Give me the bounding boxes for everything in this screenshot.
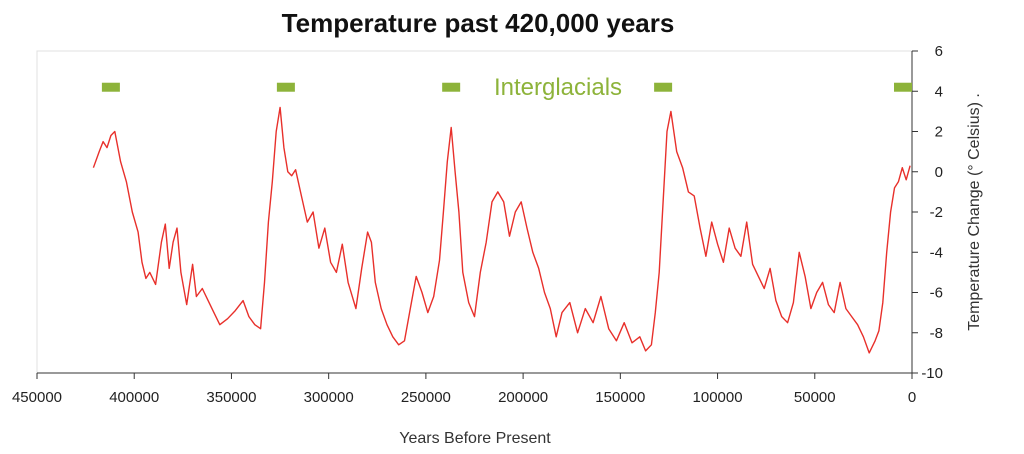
x-tick-label: 300000 — [304, 389, 354, 406]
interglacial-marker — [654, 82, 673, 92]
y-tick-label: -6 — [930, 285, 943, 302]
y-tick-label: 0 — [935, 164, 943, 181]
interglacial-marker — [894, 82, 912, 92]
y-tick-label: 4 — [935, 83, 943, 100]
temperature-series-line — [92, 106, 911, 354]
plot-frame — [36, 50, 913, 374]
y-tick-label: 6 — [935, 43, 943, 60]
y-axis-title: Temperature Change (° Celsius) . — [966, 93, 983, 331]
x-tick-label: 200000 — [498, 389, 548, 406]
x-tick-label: 450000 — [12, 389, 62, 406]
interglacial-marker — [442, 82, 461, 92]
y-tick-label: -8 — [930, 325, 943, 342]
interglacial-markers — [101, 82, 912, 92]
y-axis-ticks: 6 4 2 0 -2 -4 -6 -8 -10 — [912, 43, 943, 382]
x-axis-ticks: 450000 400000 350000 300000 250000 200000 1500… — [12, 373, 916, 406]
x-axis-title: Years Before Present — [399, 430, 551, 447]
x-tick-label: 400000 — [109, 389, 159, 406]
x-tick-label: 150000 — [595, 389, 645, 406]
y-tick-label: -10 — [921, 365, 943, 382]
interglacial-marker — [276, 82, 295, 92]
y-tick-label: -2 — [930, 204, 943, 221]
interglacial-marker — [101, 82, 120, 92]
interglacials-label: Interglacials — [494, 74, 622, 101]
x-tick-label: 100000 — [693, 389, 743, 406]
x-tick-label: 50000 — [794, 389, 836, 406]
x-tick-label: 350000 — [206, 389, 256, 406]
y-tick-label: 2 — [935, 124, 943, 141]
x-tick-label: 0 — [908, 389, 916, 406]
x-tick-label: 250000 — [401, 389, 451, 406]
chart-title: Temperature past 420,000 years — [281, 8, 675, 38]
y-tick-label: -4 — [930, 244, 943, 261]
